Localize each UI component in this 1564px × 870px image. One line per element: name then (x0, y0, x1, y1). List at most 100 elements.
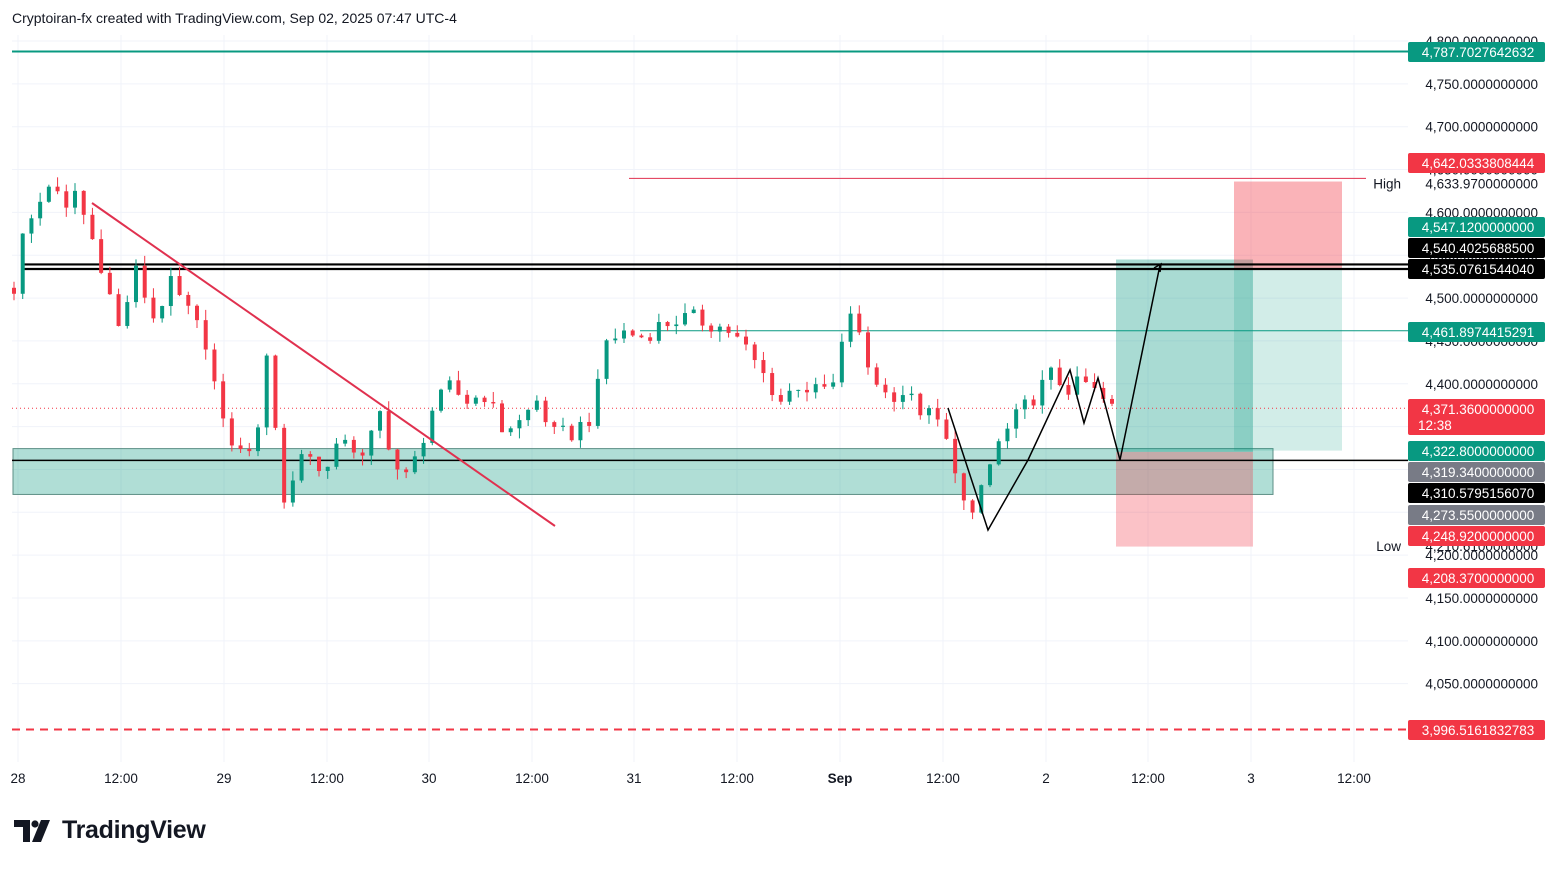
annotation-value: 4,633.9700000000 (1425, 176, 1538, 191)
price-tag (1408, 153, 1545, 173)
candle-body (1022, 399, 1027, 410)
candle-body (683, 313, 687, 325)
candle-body (735, 332, 740, 337)
price-tag (1408, 720, 1545, 740)
x-tick-label: Sep (828, 771, 853, 786)
candle-body (866, 332, 870, 368)
candle-body (787, 390, 792, 402)
candle-body (465, 394, 470, 404)
candle-body (107, 272, 112, 295)
x-tick-label: 12:00 (104, 771, 138, 786)
x-tick-label: 12:00 (1337, 771, 1371, 786)
projection-arrowhead (1153, 262, 1162, 273)
candle-body (142, 265, 147, 298)
candle-body (874, 367, 879, 385)
price-tag-label: 4,319.3400000000 (1422, 465, 1535, 480)
price-tag (1408, 505, 1545, 525)
candle-body (55, 186, 60, 192)
price-tag (1408, 441, 1545, 461)
candle-body (256, 427, 260, 452)
candle-body (639, 335, 644, 338)
long-loss-zone (1116, 451, 1253, 547)
annotation-label: Low (1376, 539, 1401, 554)
downtrend-line (91, 202, 556, 527)
candle-body (656, 322, 661, 341)
y-tick-label: 4,700.0000000000 (1425, 120, 1538, 135)
price-tag-label: 4,461.8974415291 (1422, 325, 1535, 340)
candle-body (1014, 409, 1019, 429)
candle-body (439, 389, 443, 411)
candle-body (517, 420, 522, 429)
candle-body (665, 322, 670, 327)
candle-body (674, 324, 679, 327)
price-tag-label: 4,273.5500000000 (1422, 508, 1535, 523)
candle-body (996, 441, 1001, 465)
x-tick-label: 31 (626, 771, 641, 786)
drawings (91, 202, 1162, 532)
y-tick-label: 4,050.0000000000 (1425, 677, 1538, 692)
candle-body (168, 276, 173, 307)
candle-body (1066, 385, 1071, 395)
candle-body (726, 326, 731, 333)
candle-body (325, 466, 330, 472)
candle-body (38, 201, 43, 219)
candle-body (421, 442, 426, 457)
price-tag (1408, 462, 1545, 482)
candle-body (744, 336, 748, 345)
candle-body (116, 294, 121, 326)
candle-body (299, 454, 304, 481)
candle-body (569, 425, 574, 441)
candle-body (1075, 376, 1080, 395)
candle-body (90, 214, 95, 240)
candles (12, 177, 1114, 520)
candle-body (334, 443, 339, 467)
candle-body (578, 421, 583, 441)
candle-body (761, 360, 766, 374)
candle-body (796, 389, 801, 391)
candle-body (770, 373, 775, 396)
candle-body (500, 403, 504, 433)
price-tags: 4,787.7027642632 4,642.0333808444 4,547.12… (1408, 42, 1545, 740)
price-tag-label: 4,248.9200000000 (1422, 529, 1535, 544)
candle-body (125, 302, 130, 326)
candle-body (953, 438, 958, 474)
candle-body (395, 449, 400, 470)
price-tag-label: 4,787.7027642632 (1422, 45, 1535, 60)
levels (12, 50, 1408, 731)
candle-body (752, 344, 757, 361)
price-tag-label: 4,535.0761544040 (1422, 262, 1535, 277)
price-tag-label: 4,208.3700000000 (1422, 571, 1535, 586)
price-tag (1408, 526, 1545, 546)
candle-body (622, 330, 626, 339)
candle-body (648, 337, 653, 341)
candle-body (134, 265, 138, 303)
candle-body (944, 419, 949, 439)
candle-body (186, 294, 191, 306)
price-tag (1408, 399, 1545, 435)
candle-body (1049, 367, 1053, 380)
candle-body (813, 384, 818, 393)
candle-body (857, 313, 862, 333)
candle-body (1101, 387, 1106, 399)
candle-body (979, 485, 984, 513)
price-tag (1408, 217, 1545, 237)
candle-body (552, 422, 557, 427)
candle-body (195, 305, 199, 321)
candle-body (273, 355, 278, 428)
candle-body (308, 454, 313, 457)
price-tag (1408, 238, 1545, 258)
grid (12, 35, 1408, 762)
candle-body (883, 384, 888, 393)
candle-body (892, 392, 897, 402)
projection-path (947, 264, 1161, 532)
y-tick-label: 4,750.0000000000 (1425, 77, 1538, 92)
candle-body (700, 309, 705, 326)
x-tick-label: 30 (421, 771, 436, 786)
candle-body (1092, 382, 1097, 388)
candle-body (238, 445, 243, 450)
short-profit-zone (1234, 268, 1342, 451)
candle-body (369, 430, 374, 456)
candle-body (630, 330, 635, 336)
candle-body (717, 326, 722, 332)
